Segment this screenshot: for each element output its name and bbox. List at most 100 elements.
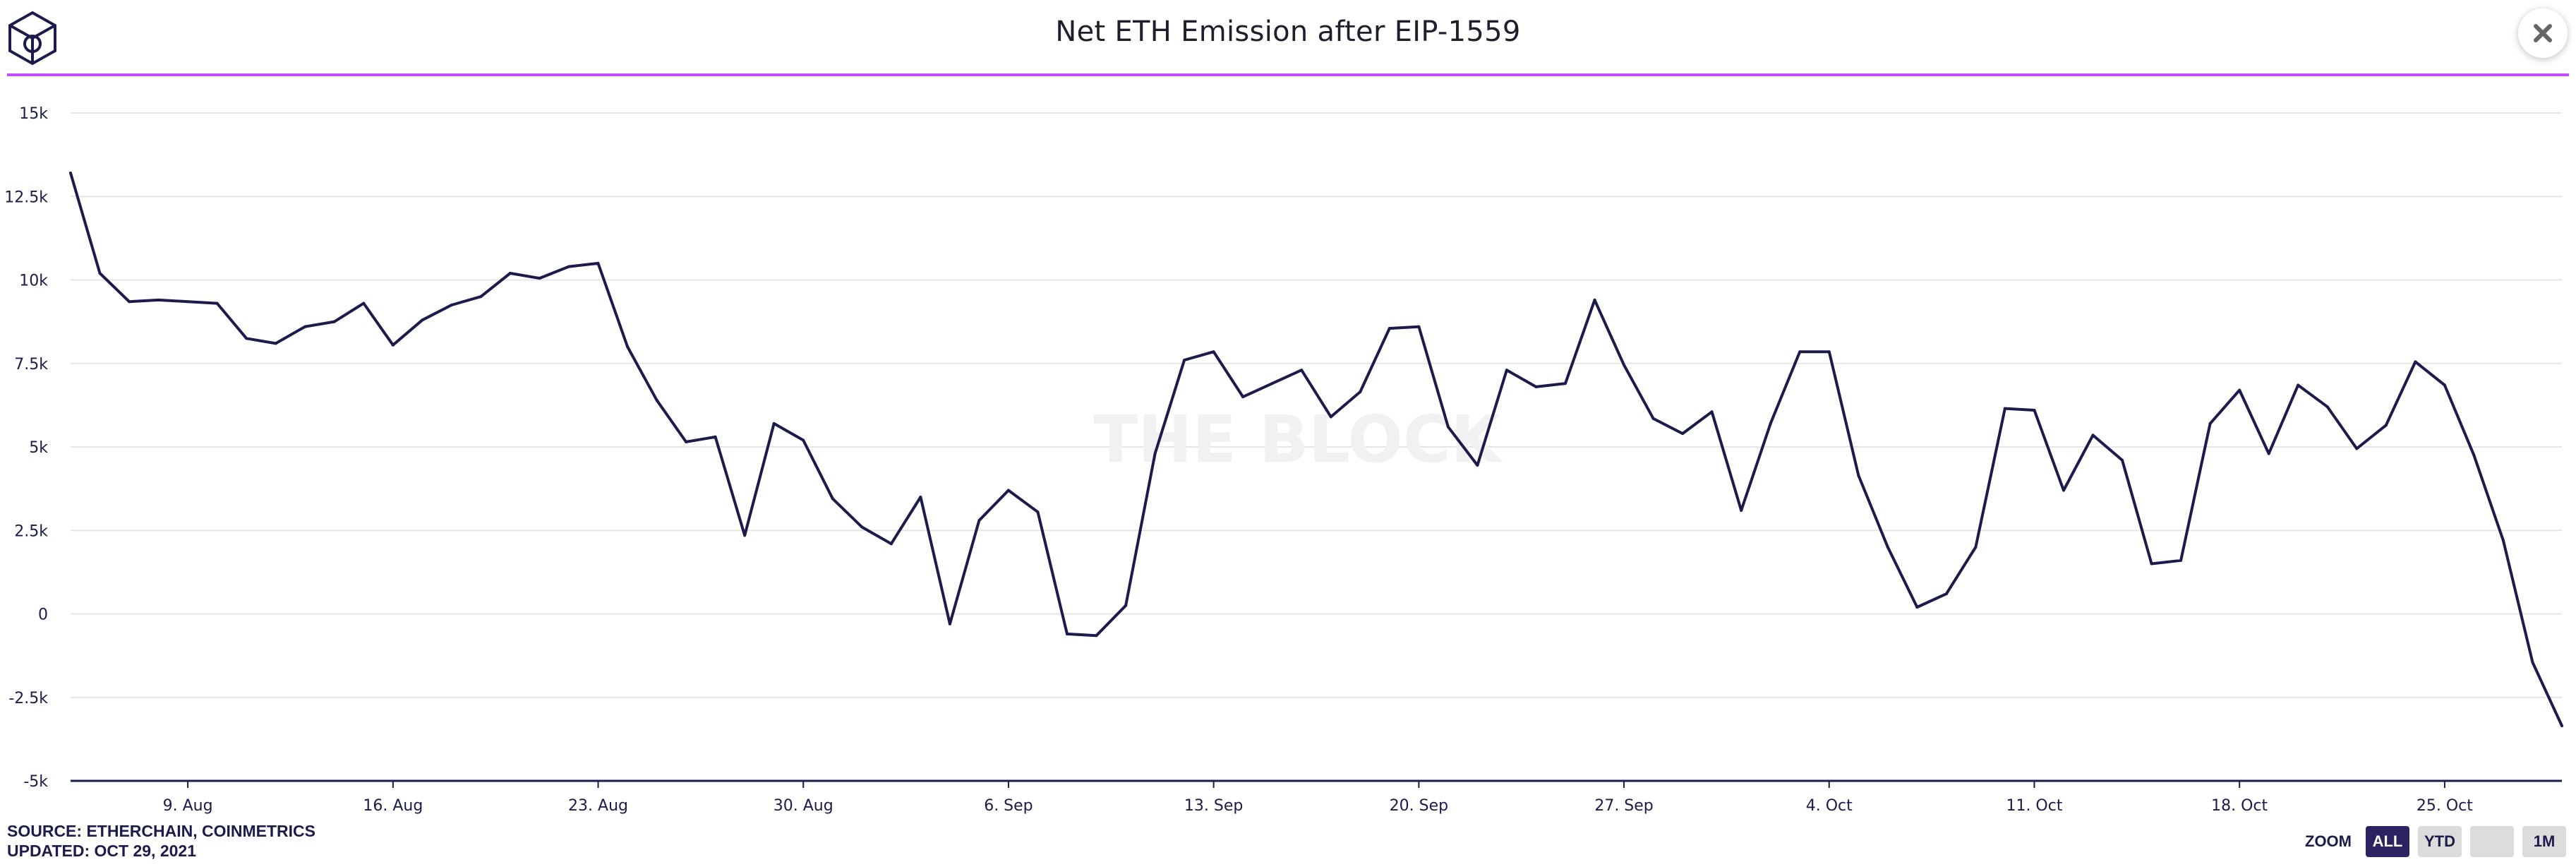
close-icon: [2534, 24, 2552, 42]
data-point[interactable]: [1769, 421, 1772, 425]
data-point[interactable]: [2179, 558, 2183, 562]
data-point[interactable]: [1300, 369, 1304, 372]
data-point[interactable]: [2297, 383, 2300, 387]
data-point[interactable]: [860, 525, 864, 529]
data-point[interactable]: [1974, 545, 1978, 549]
data-point[interactable]: [128, 300, 131, 304]
data-point[interactable]: [2472, 453, 2476, 457]
data-point[interactable]: [1681, 432, 1685, 436]
close-button[interactable]: [2518, 8, 2568, 58]
data-point[interactable]: [1153, 452, 1157, 455]
data-point[interactable]: [1564, 382, 1567, 385]
data-point[interactable]: [1593, 298, 1596, 301]
x-tick-label: 23. Aug: [568, 797, 628, 815]
data-point[interactable]: [1329, 415, 1332, 419]
x-tick-label: 20. Sep: [1390, 797, 1448, 815]
data-point[interactable]: [450, 304, 453, 306]
y-tick-label: 10k: [19, 273, 48, 290]
data-point[interactable]: [977, 519, 981, 522]
zoom-1m-button[interactable]: 1M: [2522, 826, 2566, 857]
data-point[interactable]: [1446, 425, 1450, 429]
data-point[interactable]: [1417, 325, 1421, 328]
data-point[interactable]: [2560, 724, 2563, 727]
data-point[interactable]: [1066, 632, 1069, 635]
data-point[interactable]: [69, 172, 72, 175]
data-point[interactable]: [1388, 327, 1391, 330]
data-point[interactable]: [1944, 592, 1948, 596]
data-point[interactable]: [1036, 510, 1040, 514]
data-point[interactable]: [1183, 359, 1186, 361]
zoom-all-button[interactable]: ALL: [2366, 826, 2409, 857]
x-tick-label: 4. Oct: [1806, 797, 1853, 815]
data-point[interactable]: [1534, 385, 1538, 388]
data-point[interactable]: [802, 438, 805, 442]
data-point[interactable]: [919, 496, 922, 498]
data-point[interactable]: [596, 261, 600, 265]
data-point[interactable]: [1827, 350, 1831, 354]
data-point[interactable]: [2062, 489, 2065, 492]
data-point[interactable]: [831, 497, 834, 501]
data-point[interactable]: [2384, 424, 2388, 427]
data-point[interactable]: [421, 318, 424, 322]
data-point[interactable]: [1006, 489, 1010, 492]
watermark: THE BLOCK: [1093, 402, 1503, 477]
chart-footer: SOURCE: ETHERCHAIN, COINMETRICS UPDATED:…: [7, 821, 315, 861]
data-point[interactable]: [948, 622, 951, 626]
zoom-label: ZOOM: [2305, 832, 2352, 850]
data-point[interactable]: [1886, 545, 1889, 549]
data-point[interactable]: [2355, 447, 2359, 450]
data-point[interactable]: [2414, 360, 2417, 364]
data-point[interactable]: [1095, 634, 1098, 638]
data-point[interactable]: [1740, 508, 1743, 512]
data-point[interactable]: [714, 435, 717, 438]
data-point[interactable]: [2121, 458, 2124, 462]
data-point[interactable]: [1212, 350, 1215, 354]
data-point[interactable]: [772, 421, 776, 425]
data-point[interactable]: [743, 534, 747, 537]
data-point[interactable]: [391, 343, 395, 347]
data-point[interactable]: [2238, 388, 2241, 392]
data-point[interactable]: [332, 320, 336, 323]
data-point[interactable]: [567, 265, 570, 268]
data-point[interactable]: [538, 277, 541, 280]
data-point[interactable]: [2267, 452, 2270, 455]
data-point[interactable]: [2003, 407, 2006, 410]
data-point[interactable]: [98, 272, 102, 275]
data-point[interactable]: [1476, 464, 1479, 467]
data-point[interactable]: [2501, 539, 2505, 542]
data-point[interactable]: [2208, 421, 2212, 425]
data-point[interactable]: [1857, 474, 1860, 477]
data-point[interactable]: [479, 295, 483, 299]
data-point[interactable]: [2531, 661, 2534, 664]
data-point[interactable]: [245, 337, 248, 340]
zoom-blank-button[interactable]: [2470, 826, 2514, 857]
data-point[interactable]: [1124, 604, 1128, 607]
data-point[interactable]: [508, 272, 512, 275]
y-tick-label: 7.5k: [14, 356, 48, 373]
data-point[interactable]: [215, 301, 219, 305]
data-point[interactable]: [157, 298, 160, 301]
data-point[interactable]: [362, 301, 366, 305]
data-point[interactable]: [2150, 562, 2153, 566]
data-point[interactable]: [2443, 383, 2446, 387]
data-point[interactable]: [1798, 350, 1802, 354]
data-point[interactable]: [1915, 606, 1919, 609]
data-point[interactable]: [685, 440, 688, 443]
data-point[interactable]: [186, 300, 190, 304]
data-point[interactable]: [1505, 369, 1508, 372]
data-point[interactable]: [1651, 417, 1655, 420]
data-point[interactable]: [626, 345, 630, 349]
data-point[interactable]: [2091, 434, 2095, 437]
data-point[interactable]: [303, 325, 307, 328]
data-point[interactable]: [2325, 405, 2329, 409]
data-point[interactable]: [1710, 410, 1714, 414]
data-point[interactable]: [1270, 382, 1274, 385]
data-point[interactable]: [1241, 395, 1245, 399]
data-point[interactable]: [274, 342, 277, 345]
data-point[interactable]: [1623, 364, 1626, 367]
data-point[interactable]: [889, 542, 893, 546]
data-point[interactable]: [2033, 409, 2036, 412]
data-point[interactable]: [1359, 390, 1362, 393]
data-point[interactable]: [655, 398, 658, 402]
zoom-ytd-button[interactable]: YTD: [2418, 826, 2462, 857]
